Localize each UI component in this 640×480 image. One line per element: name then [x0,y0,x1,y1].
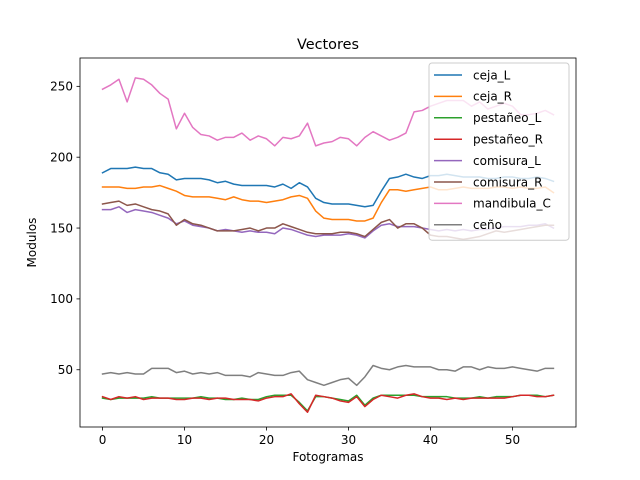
y-tick-label: 150 [50,221,73,235]
y-axis: 50 100 150 200 250 [50,80,80,377]
x-tick-label: 50 [505,433,520,447]
y-tick-label: 50 [58,363,73,377]
legend-label: comisura_R [473,175,542,189]
y-tick-label: 250 [50,80,73,94]
legend-label: ceño [473,218,502,232]
legend-label: pestañeo_R [473,133,543,147]
series-line-7 [101,364,555,387]
legend-box [428,62,570,241]
x-axis: 0 10 20 30 40 50 [99,427,520,447]
legend: ceja_L ceja_R pestañeo_L pestañeo_R comisura… [428,62,570,241]
series-line-3 [101,393,555,414]
x-tick-label: 20 [259,433,274,447]
x-axis-label: Fotogramas [292,450,363,464]
y-tick-label: 100 [50,292,73,306]
legend-label: comisura_L [473,154,541,168]
legend-label: ceja_R [473,90,512,104]
axes-frame [79,57,577,428]
x-tick-label: 40 [423,433,438,447]
x-tick-label: 30 [341,433,356,447]
x-tick-label: 0 [99,433,107,447]
legend-label: pestañeo_L [473,111,542,125]
legend-label: mandibula_C [473,197,551,211]
chart-title: Vectores [297,37,359,53]
x-tick-label: 10 [177,433,192,447]
y-tick-label: 200 [50,150,73,164]
legend-label: ceja_L [473,68,511,82]
y-axis-label: Modulos [25,218,39,268]
